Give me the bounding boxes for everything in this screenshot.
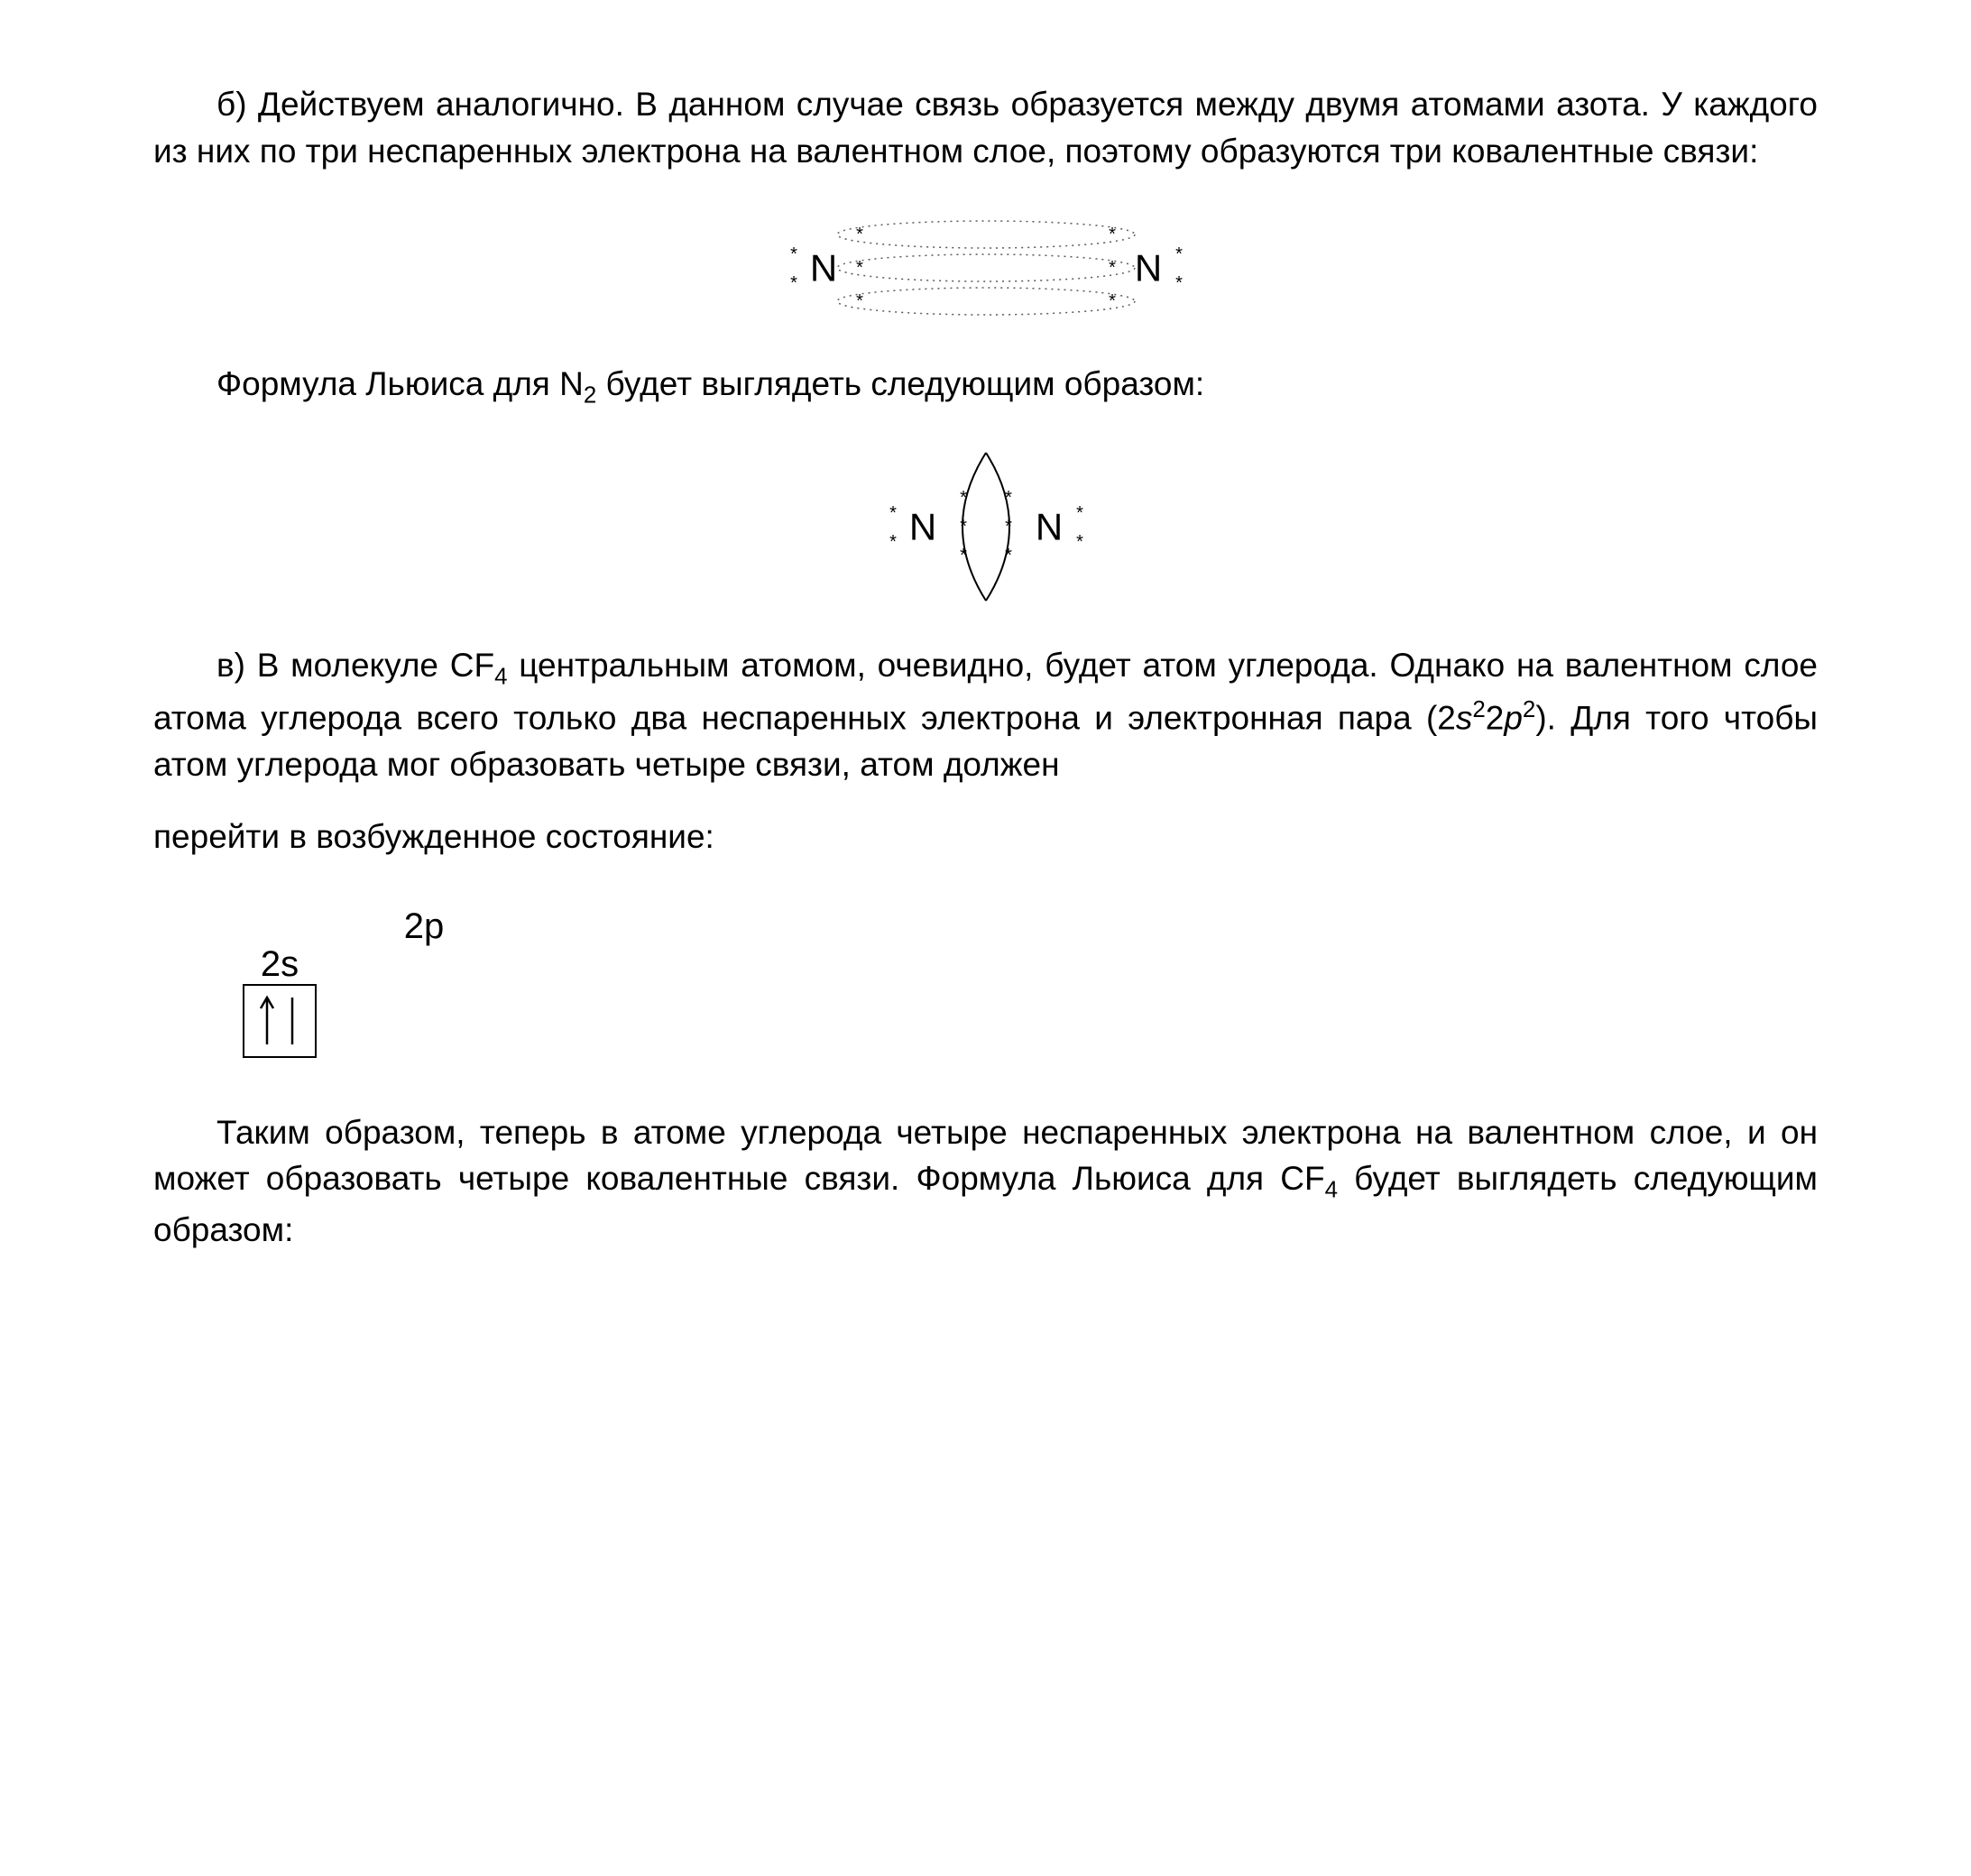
paragraph-b: б) Действуем аналогично. В данном случае… <box>153 81 1818 175</box>
svg-text:2s: 2s <box>261 944 299 984</box>
svg-text:*: * <box>889 503 897 523</box>
svg-text:*: * <box>960 546 967 566</box>
text: в) В молекуле CF <box>216 647 494 684</box>
svg-text:*: * <box>1076 532 1083 552</box>
diagram-n2-lewis-svg: N N * * * * * * * * * * <box>851 437 1121 617</box>
svg-text:N: N <box>809 246 836 289</box>
svg-text:*: * <box>1005 546 1012 566</box>
svg-text:*: * <box>1005 488 1012 508</box>
superscript: 2 <box>1523 697 1535 722</box>
svg-text:*: * <box>889 532 897 552</box>
svg-text:*: * <box>790 244 797 264</box>
diagram-n2-bonding-svg: NN********** <box>715 200 1257 336</box>
text: Формула Льюиса для N <box>216 365 584 402</box>
paragraph-lewis-n2: Формула Льюиса для N2 будет выглядеть сл… <box>153 361 1818 412</box>
text: перейти в возбужденное состояние: <box>153 818 714 855</box>
diagram-cf4-lewis <box>153 1279 1818 1414</box>
svg-text:*: * <box>960 488 967 508</box>
subscript: 4 <box>494 665 507 690</box>
svg-text:2p: 2p <box>404 906 445 946</box>
superscript: 2 <box>1472 697 1485 722</box>
svg-text:N: N <box>908 506 935 548</box>
svg-text:*: * <box>790 273 797 293</box>
svg-text:*: * <box>1175 244 1183 264</box>
text: будет выглядеть следующим образом: <box>596 365 1204 402</box>
text: б) Действуем аналогично. В данном случае… <box>153 86 1818 170</box>
svg-text:*: * <box>1005 517 1012 537</box>
svg-text:*: * <box>960 517 967 537</box>
text: s <box>1456 699 1473 736</box>
diagram-n2-bonding: NN********** <box>153 200 1818 336</box>
diagram-cf4-lewis-svg <box>851 1279 1121 1414</box>
paragraph-excited: перейти в возбужденное состояние: <box>153 814 1818 860</box>
paragraph-cf4: Таким образом, теперь в атоме углерода ч… <box>153 1109 1818 1254</box>
diagram-n2-lewis: N N * * * * * * * * * * <box>153 437 1818 617</box>
subscript: 2 <box>584 382 596 408</box>
svg-text:N: N <box>1035 506 1062 548</box>
svg-text:*: * <box>1175 273 1183 293</box>
diagram-orbital-svg: 2s 2p <box>198 886 1461 1084</box>
svg-text:N: N <box>1134 246 1161 289</box>
text: p <box>1504 699 1523 736</box>
page: б) Действуем аналогично. В данном случае… <box>0 0 1971 1876</box>
text: 2 <box>1486 699 1505 736</box>
diagram-orbital: 2s 2p <box>198 886 1818 1084</box>
paragraph-c: в) В молекуле CF4 центральным атомом, оч… <box>153 642 1818 788</box>
svg-text:*: * <box>1076 503 1083 523</box>
subscript: 4 <box>1325 1178 1338 1203</box>
